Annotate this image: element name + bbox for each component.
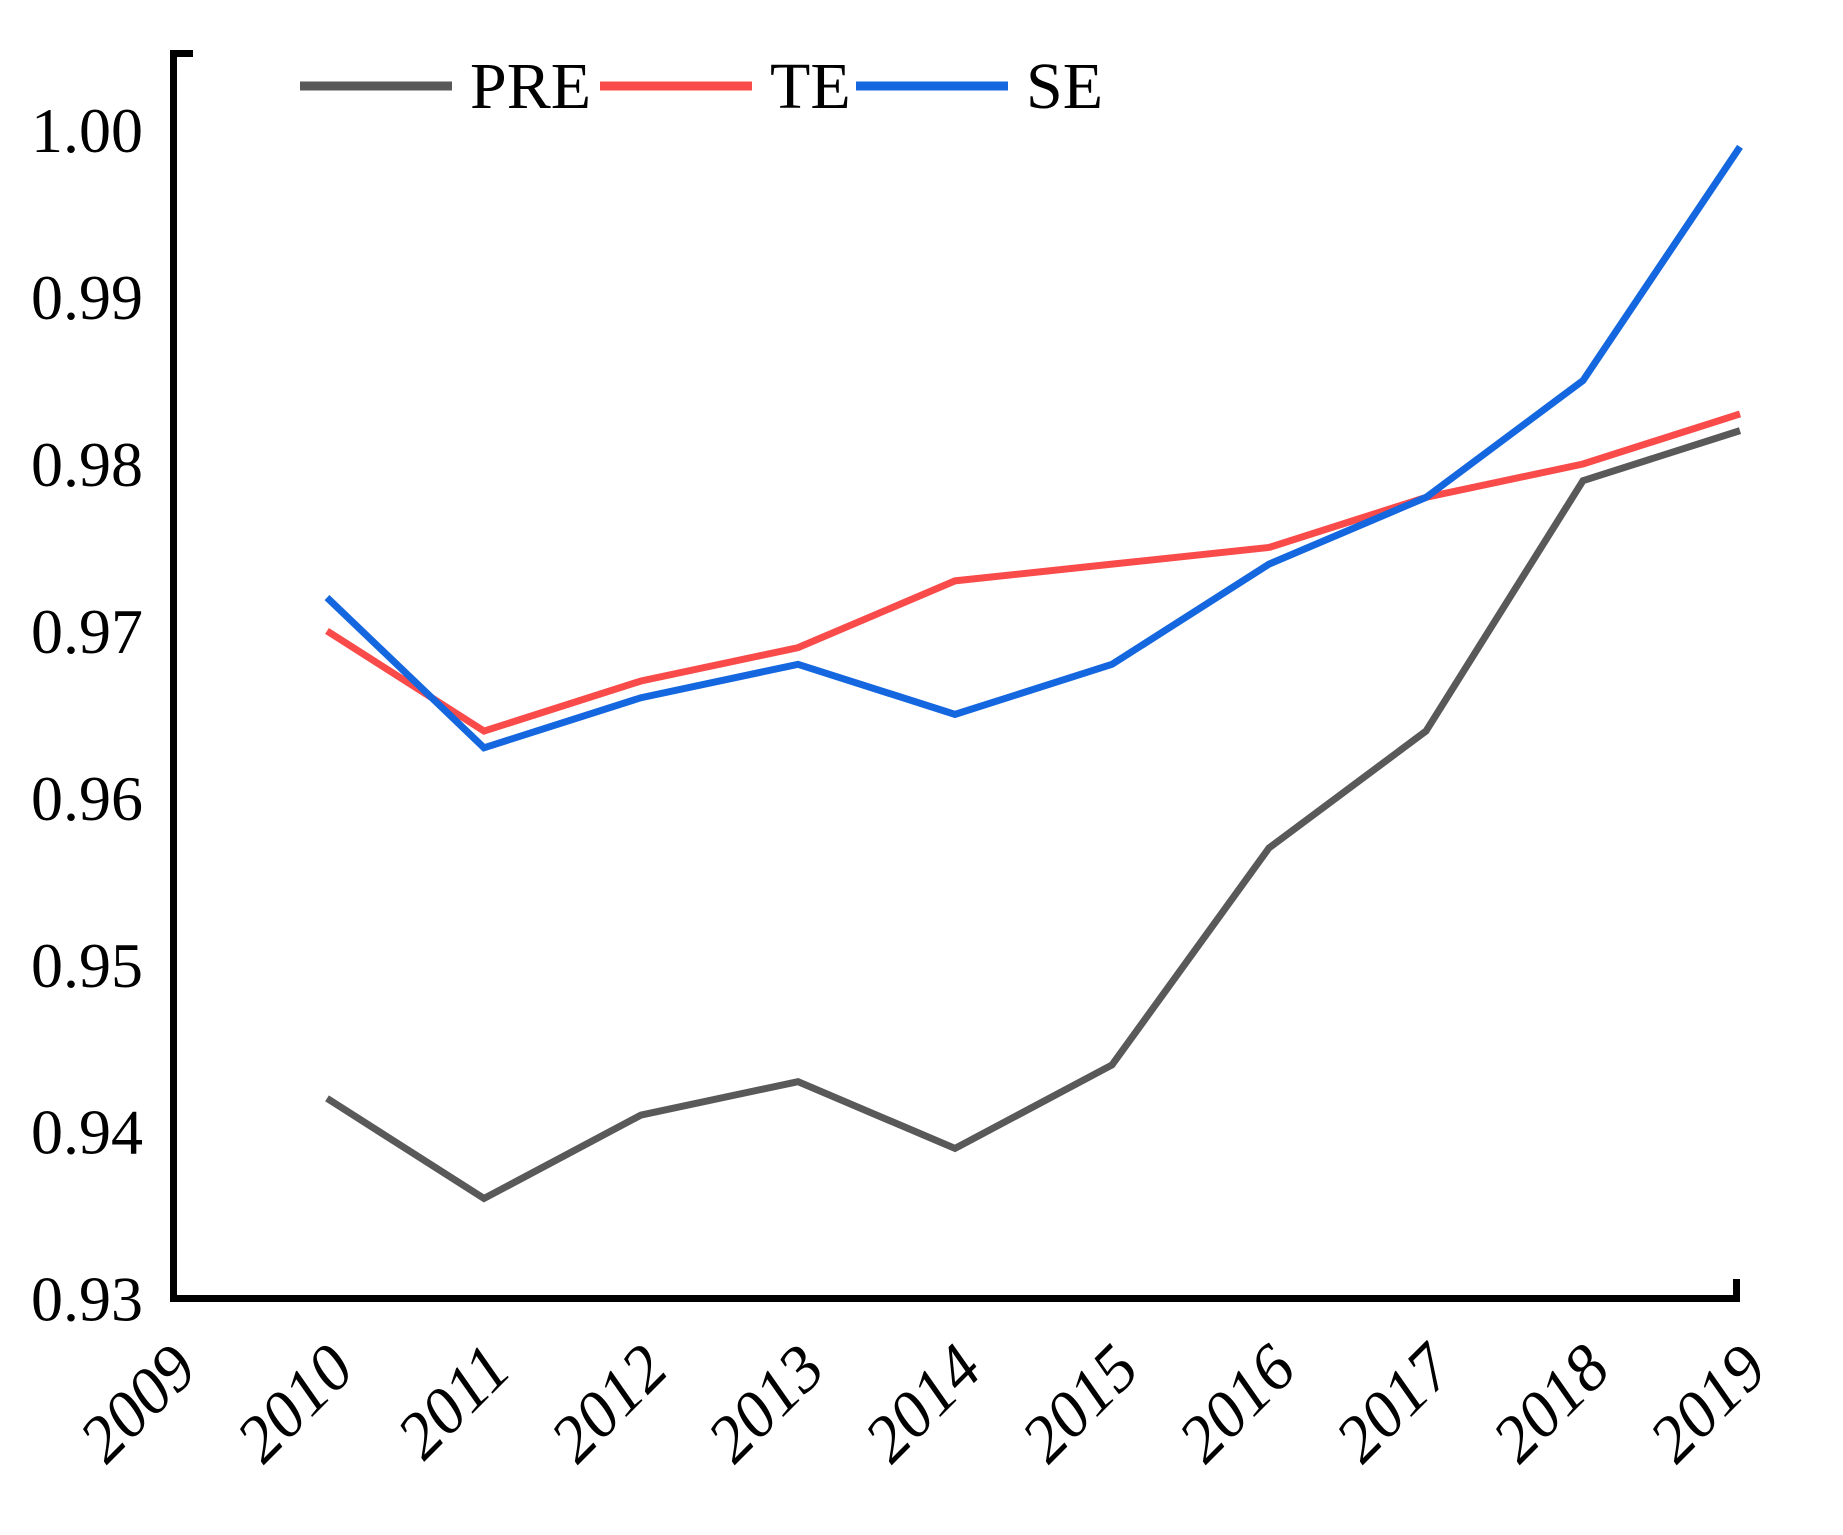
- x-tick-label-2012: 2012: [537, 1331, 682, 1476]
- legend-label-se: SE: [1026, 50, 1103, 123]
- y-tick-label-0.95: 0.95: [31, 930, 143, 1001]
- x-tick-label-2015: 2015: [1008, 1331, 1153, 1476]
- x-tick-label-2016: 2016: [1165, 1331, 1310, 1476]
- series-line-te: [325, 410, 1742, 735]
- x-tick-label-2019: 2019: [1636, 1331, 1781, 1476]
- x-tick-label-2010: 2010: [223, 1331, 368, 1476]
- y-tick-label-0.94: 0.94: [31, 1097, 143, 1168]
- axis-line: [170, 50, 1740, 1302]
- x-tick-label-2013: 2013: [694, 1331, 839, 1476]
- y-tick-label-0.93: 0.93: [31, 1264, 143, 1335]
- series-line-se: [324, 144, 1743, 752]
- x-tick-label-2009: 2009: [66, 1331, 211, 1476]
- y-tick-label-0.96: 0.96: [31, 763, 143, 834]
- x-tick-label-2011: 2011: [383, 1331, 524, 1472]
- x-tick-label-2018: 2018: [1479, 1331, 1624, 1476]
- x-tick-label-2014: 2014: [851, 1331, 996, 1476]
- y-tick-label-1.00: 1.00: [31, 95, 143, 166]
- series-line-pre: [325, 427, 1742, 1203]
- x-tick-label-2017: 2017: [1322, 1329, 1469, 1476]
- y-tick-label-0.99: 0.99: [31, 262, 143, 333]
- y-tick-label-0.97: 0.97: [31, 596, 143, 667]
- legend-label-pre: PRE: [470, 50, 591, 123]
- y-tick-label-0.98: 0.98: [31, 429, 143, 500]
- legend-label-te: TE: [770, 50, 851, 123]
